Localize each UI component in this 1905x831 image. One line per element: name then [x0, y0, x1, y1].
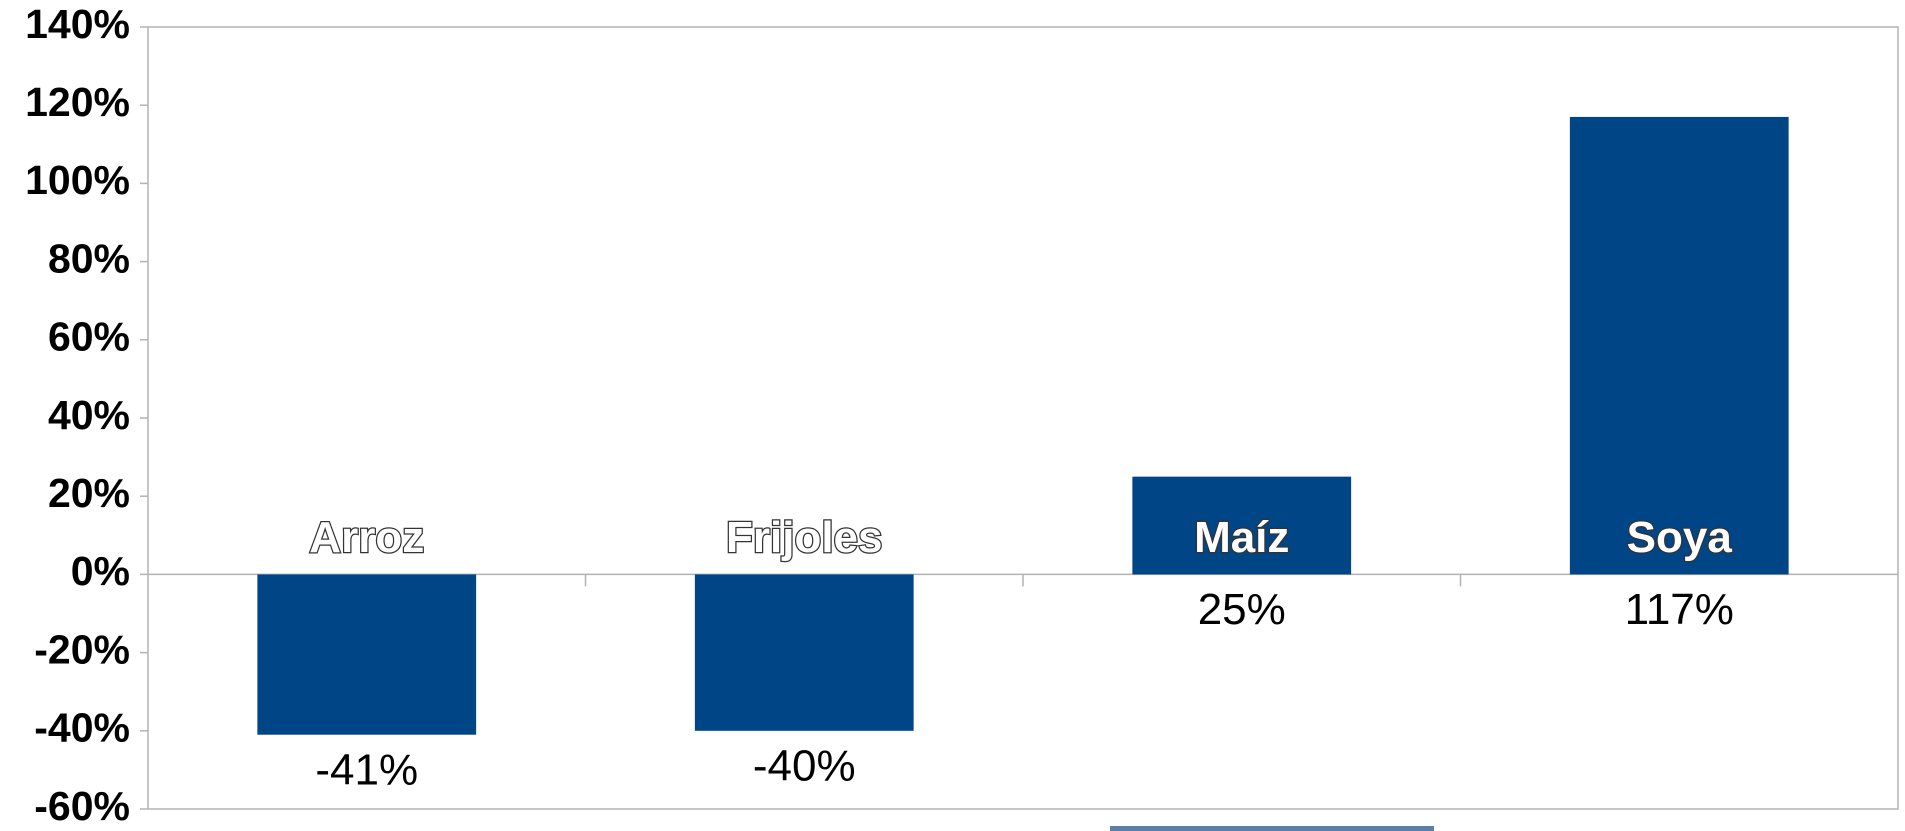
category-label: Arroz	[309, 513, 424, 562]
y-tick-label: 40%	[48, 392, 130, 438]
y-tick-label: 140%	[25, 1, 130, 47]
bar	[257, 574, 476, 734]
y-tick-label: 100%	[25, 157, 130, 203]
value-label: 117%	[1625, 585, 1734, 634]
chart: -60% -40% -20% 0% 20% 40% 60% 80% 100% 120% 140% Ar…	[0, 0, 1905, 831]
bar	[695, 574, 914, 730]
partial-image	[1110, 826, 1434, 831]
category-label: Soya	[1627, 513, 1733, 562]
value-label: -41%	[315, 745, 418, 794]
y-tick-label: -60%	[34, 783, 130, 829]
y-tick-label: 80%	[48, 235, 130, 281]
category-label: Maíz	[1194, 513, 1289, 562]
category-label: Frijoles	[726, 513, 883, 562]
y-tick-label: -40%	[34, 705, 130, 751]
y-tick-label: 0%	[71, 548, 130, 594]
value-label: -40%	[753, 741, 856, 790]
y-tick-label: 60%	[48, 314, 130, 360]
y-tick-label: 120%	[25, 79, 130, 125]
y-tick-label: -20%	[34, 626, 130, 672]
value-label: 25%	[1198, 585, 1286, 634]
y-tick-label: 20%	[48, 470, 130, 516]
bar	[1570, 117, 1789, 574]
